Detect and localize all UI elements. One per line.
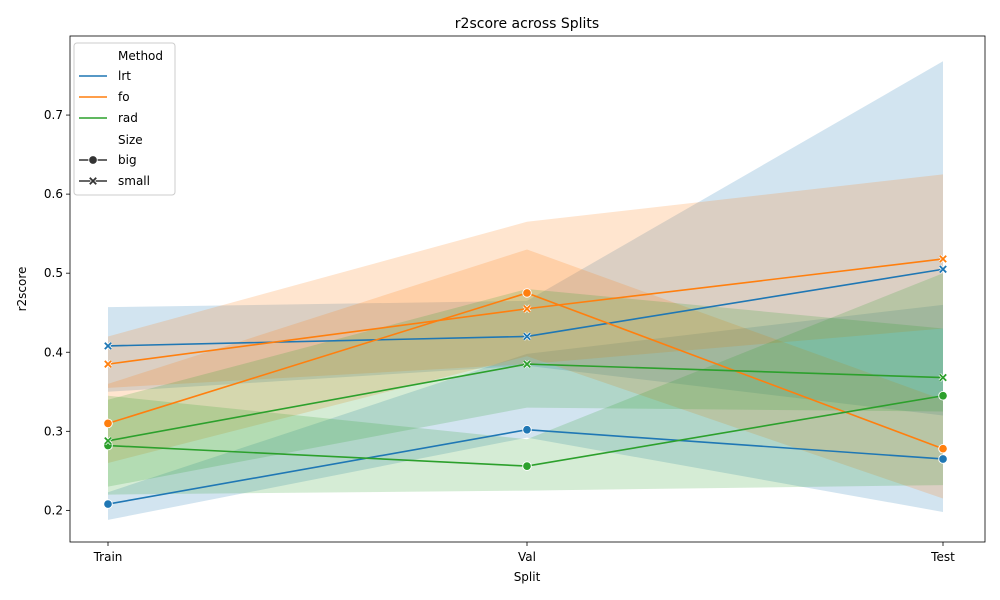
point-lrt-big	[103, 499, 113, 509]
legend-hue-title: Method	[118, 49, 163, 63]
point-fo-small	[938, 254, 948, 264]
ci-band-lrt-small	[108, 61, 943, 416]
legend-marker-big	[88, 155, 98, 165]
point-rad-big	[522, 461, 532, 471]
point-lrt-big	[938, 454, 948, 464]
legend-label-lrt: lrt	[118, 69, 131, 83]
point-fo-big	[938, 443, 948, 454]
ci-band-rad-small	[108, 289, 943, 487]
legend-marker-small	[88, 176, 98, 186]
legend-style-title: Size	[118, 133, 143, 147]
point-lrt-small	[938, 264, 948, 274]
x-tick-label: Val	[518, 550, 536, 564]
legend-box	[73, 42, 176, 196]
legend-label-rad: rad	[118, 111, 138, 125]
x-axis-label: Split	[514, 570, 541, 584]
x-tick-label: Test	[930, 550, 955, 564]
series-markers	[103, 254, 948, 509]
legend-label-small: small	[118, 174, 150, 188]
legend-label-big: big	[118, 153, 137, 167]
x-tick-label: Train	[93, 550, 123, 564]
y-tick-label: 0.7	[44, 108, 63, 122]
y-tick-label: 0.3	[44, 424, 63, 438]
point-lrt-small	[103, 341, 113, 351]
confidence-bands	[108, 61, 943, 520]
point-rad-small	[522, 359, 532, 369]
legend: Method lrt fo rad Size big small	[73, 42, 176, 196]
y-axis: 0.2 0.3 0.4 0.5 0.6 0.7	[44, 108, 70, 517]
point-lrt-small	[522, 332, 532, 341]
y-tick-label: 0.5	[44, 266, 63, 280]
y-tick-label: 0.6	[44, 187, 63, 201]
ci-band-rad-big	[108, 273, 943, 495]
y-tick-label: 0.4	[44, 345, 63, 359]
chart-title: r2score across Splits	[455, 16, 599, 32]
ci-band-fo-small	[108, 174, 943, 388]
ci-band-lrt-big	[108, 304, 943, 520]
y-axis-label: r2score	[15, 267, 29, 312]
x-axis: Train Val Test	[93, 542, 955, 564]
point-rad-big	[938, 390, 948, 401]
point-lrt-big	[522, 424, 532, 435]
y-tick-label: 0.2	[44, 503, 63, 517]
legend-label-fo: fo	[118, 90, 130, 104]
point-fo-small	[103, 359, 113, 369]
plot-frame	[69, 35, 986, 543]
point-fo-small	[522, 304, 532, 314]
point-rad-small	[103, 436, 113, 446]
point-rad-small	[938, 373, 948, 382]
point-fo-big	[103, 418, 113, 429]
point-fo-big	[522, 288, 532, 298]
ci-band-fo-big	[108, 249, 943, 499]
